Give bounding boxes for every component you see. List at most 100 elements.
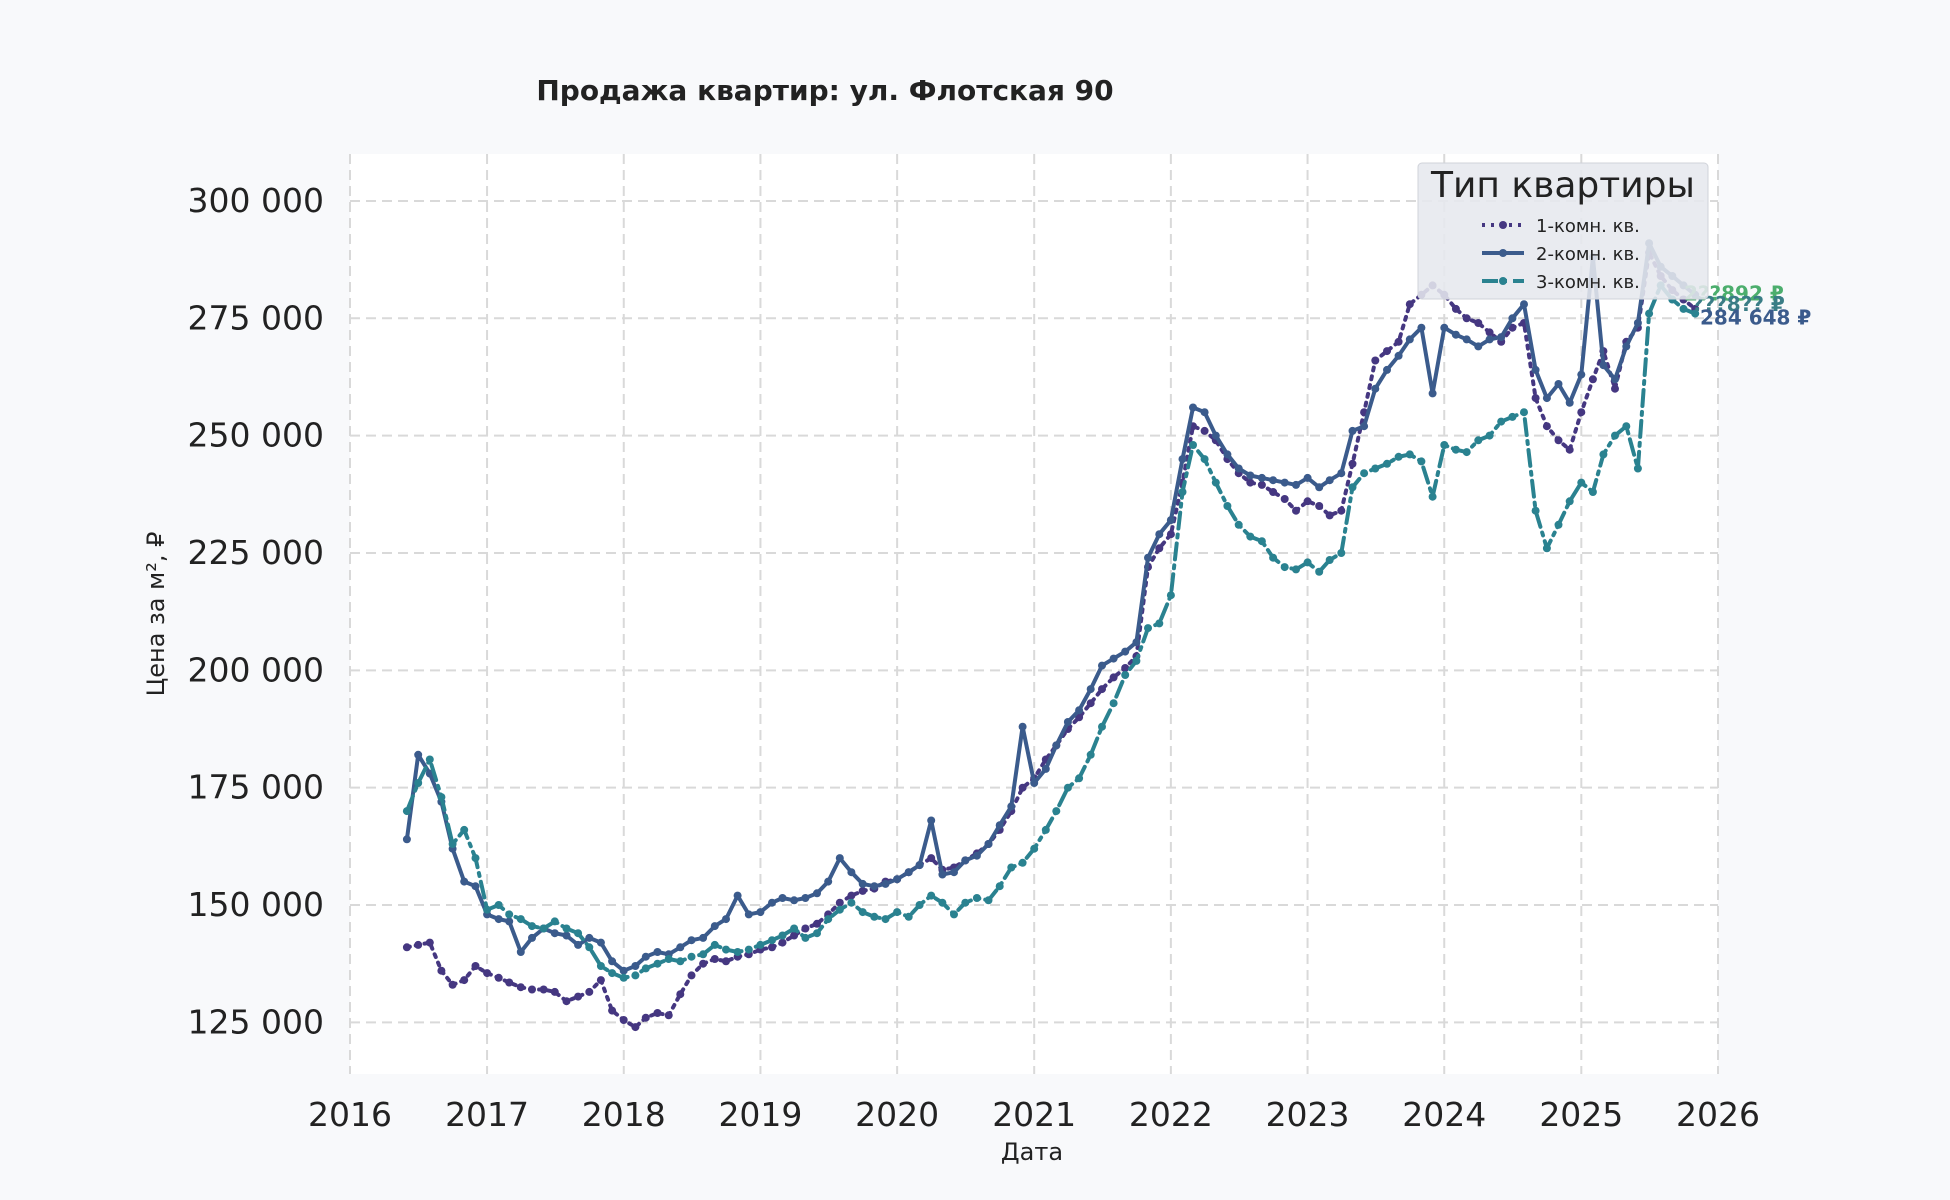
data-point [676, 990, 685, 999]
x-tick-label: 2024 [1402, 1095, 1486, 1134]
data-point [664, 1011, 673, 1020]
data-point [494, 973, 503, 982]
data-point [927, 816, 936, 825]
chart-title: Продажа квартир: ул. Флотская 90 [536, 74, 1113, 107]
data-point [858, 879, 867, 888]
data-point [984, 840, 993, 848]
data-point [733, 891, 742, 900]
data-point [1520, 300, 1528, 309]
data-point [483, 905, 492, 914]
data-point [961, 898, 970, 907]
y-tick-label: 275 000 [188, 298, 324, 337]
data-point [1052, 807, 1061, 816]
data-point [516, 915, 525, 924]
data-point [585, 943, 594, 952]
data-point [1679, 304, 1688, 313]
legend-marker [1499, 277, 1507, 285]
data-point [1292, 565, 1300, 574]
data-point [1280, 495, 1289, 503]
data-point [1588, 375, 1597, 384]
legend: Тип квартиры 1-комн. кв. 2-комн. кв. 3-ком… [1417, 162, 1709, 300]
data-point [1348, 459, 1357, 468]
data-point [1109, 654, 1118, 663]
data-point [1337, 549, 1346, 557]
data-point [790, 931, 799, 940]
data-point [664, 955, 673, 963]
data-point [835, 898, 844, 907]
x-tick-label: 2019 [718, 1095, 802, 1134]
data-point [1155, 530, 1164, 539]
data-point [1098, 722, 1106, 731]
data-point [1211, 431, 1220, 440]
data-point [1599, 450, 1608, 459]
data-point [1007, 863, 1016, 872]
data-point [1508, 412, 1517, 421]
data-point [1166, 591, 1175, 600]
data-point [1474, 436, 1483, 445]
data-point [437, 793, 446, 802]
data-point [596, 962, 605, 970]
data-point [1018, 858, 1027, 867]
data-point [1234, 520, 1243, 529]
legend-marker [1499, 221, 1507, 229]
data-point [1405, 450, 1414, 459]
legend-label: 2-комн. кв. [1536, 244, 1640, 265]
data-point [1189, 441, 1197, 449]
data-point [1325, 511, 1334, 520]
data-point [1383, 459, 1391, 468]
data-point [1075, 706, 1084, 715]
x-tick-label: 2025 [1539, 1095, 1623, 1134]
data-point [1451, 330, 1460, 339]
data-point [1325, 556, 1334, 564]
data-point [778, 931, 787, 940]
data-point [1075, 774, 1084, 783]
data-point [1155, 544, 1164, 553]
x-tick-label: 2017 [445, 1095, 529, 1134]
data-point [915, 861, 924, 870]
data-point [1565, 497, 1574, 506]
data-point [1041, 764, 1050, 773]
data-point [790, 924, 799, 933]
data-point [608, 969, 617, 978]
data-point [437, 966, 446, 975]
data-point [1280, 563, 1289, 572]
data-point [1611, 384, 1619, 393]
data-point [1611, 431, 1619, 440]
data-point [1246, 532, 1255, 541]
x-tick-label: 2021 [992, 1095, 1076, 1134]
x-tick-label: 2023 [1266, 1095, 1350, 1134]
data-point [505, 978, 514, 987]
data-point [1041, 825, 1050, 834]
data-point [585, 933, 594, 942]
data-point [1440, 323, 1449, 332]
data-point [414, 779, 423, 787]
data-point [938, 870, 947, 879]
data-point [847, 891, 856, 900]
data-point [1325, 476, 1334, 485]
data-point [1257, 537, 1266, 546]
data-point [425, 755, 434, 764]
series-layer [402, 239, 1700, 1032]
data-point [494, 901, 503, 909]
data-point [1200, 408, 1209, 417]
legend-box [1417, 162, 1709, 300]
data-point [1155, 619, 1164, 628]
data-point [596, 938, 605, 947]
data-point [813, 929, 821, 938]
data-point [835, 854, 844, 863]
data-point [756, 940, 765, 949]
y-axis-label: Цена за м², ₽ [142, 532, 170, 697]
data-point [1462, 314, 1471, 323]
data-point [619, 973, 628, 982]
data-point [1554, 380, 1563, 388]
legend-title: Тип квартиры [1430, 165, 1695, 206]
data-point [448, 980, 457, 989]
data-point [460, 825, 469, 834]
data-point [585, 987, 594, 996]
data-point [1075, 713, 1084, 722]
data-point [402, 835, 411, 844]
data-point [1485, 335, 1494, 344]
data-point [744, 945, 753, 954]
data-point [414, 750, 423, 759]
data-point [1144, 624, 1152, 633]
